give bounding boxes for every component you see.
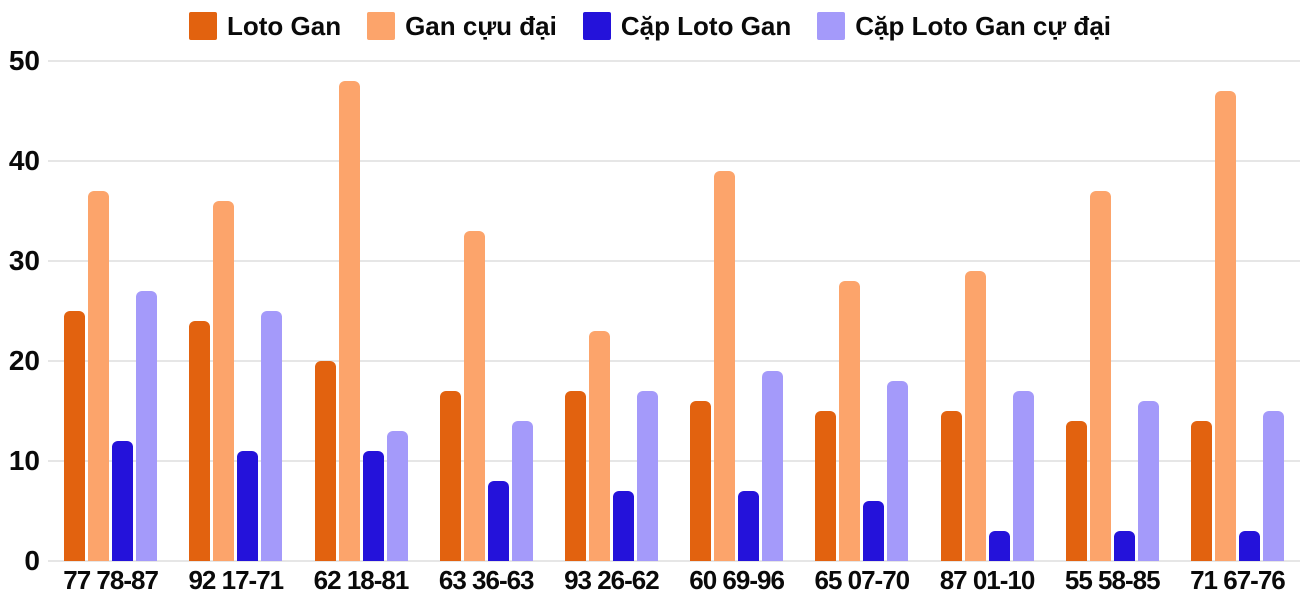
bar[interactable] <box>762 371 784 561</box>
chart-legend: Loto Gan Gan cựu đại Cặp Loto Gan Cặp Loto … <box>0 8 1300 44</box>
legend-label: Cặp Loto Gan cự đại <box>855 10 1111 41</box>
bar[interactable] <box>439 391 461 561</box>
gridline <box>48 160 1300 162</box>
bar-group <box>298 61 423 561</box>
y-axis-tick-label: 30 <box>8 245 40 276</box>
bar-groups <box>48 61 1300 561</box>
bar[interactable] <box>487 481 509 561</box>
bar[interactable] <box>386 431 408 561</box>
bar[interactable] <box>237 451 259 561</box>
x-axis-tick-label: 63 36-63 <box>438 565 535 595</box>
y-axis-tick-label: 10 <box>8 445 40 476</box>
bar[interactable] <box>362 451 384 561</box>
bar-group <box>799 61 924 561</box>
bar-group <box>1175 61 1300 561</box>
bar[interactable] <box>636 391 658 561</box>
bar[interactable] <box>64 311 86 561</box>
bar[interactable] <box>690 401 712 561</box>
plot-area <box>48 60 1300 562</box>
legend-label: Loto Gan <box>226 10 342 41</box>
legend-swatch-icon <box>367 12 396 40</box>
bar-group <box>424 61 549 561</box>
bar[interactable] <box>815 411 837 561</box>
bar[interactable] <box>1012 391 1034 561</box>
bar[interactable] <box>338 81 360 561</box>
bar-group <box>549 61 674 561</box>
bar[interactable] <box>511 421 533 561</box>
gridline <box>48 60 1300 62</box>
bar-group <box>48 61 173 561</box>
bar[interactable] <box>964 271 986 561</box>
legend-swatch-icon <box>582 12 611 40</box>
y-axis-tick-label: 0 <box>24 545 40 576</box>
x-axis-labels: 77 78-87 92 17-71 62 18-81 63 36-63 93 26-62… <box>48 563 1300 597</box>
bar[interactable] <box>1137 401 1159 561</box>
bar-group <box>173 61 298 561</box>
bar[interactable] <box>863 501 885 561</box>
bar[interactable] <box>136 291 158 561</box>
bar[interactable] <box>213 201 235 561</box>
bar[interactable] <box>564 391 586 561</box>
bar[interactable] <box>588 331 610 561</box>
bar-group <box>1050 61 1175 561</box>
bar[interactable] <box>112 441 134 561</box>
bar[interactable] <box>88 191 110 561</box>
bar[interactable] <box>714 171 736 561</box>
legend-label: Cặp Loto Gan <box>620 10 792 41</box>
bar[interactable] <box>738 491 760 561</box>
bar[interactable] <box>314 361 336 561</box>
x-axis-tick-label: 93 26-62 <box>564 565 660 595</box>
legend-swatch-icon <box>817 12 846 40</box>
x-axis-tick-label: 65 07-70 <box>814 565 910 595</box>
x-axis-tick-label: 55 58-85 <box>1064 565 1161 595</box>
x-axis-tick-label: 62 18-81 <box>313 565 410 595</box>
y-axis-tick-label: 50 <box>8 45 40 76</box>
bar[interactable] <box>1238 531 1260 561</box>
bar[interactable] <box>887 381 909 561</box>
bar[interactable] <box>1089 191 1111 561</box>
bar[interactable] <box>1190 421 1212 561</box>
gridline <box>48 360 1300 362</box>
legend-label: Gan cựu đại <box>405 10 557 41</box>
legend-item[interactable]: Loto Gan <box>188 10 342 42</box>
gridline <box>48 460 1300 462</box>
bar[interactable] <box>463 231 485 561</box>
bar[interactable] <box>189 321 211 561</box>
gridline <box>48 560 1300 562</box>
legend-swatch-icon <box>188 12 217 40</box>
bar[interactable] <box>261 311 283 561</box>
y-axis-tick-label: 20 <box>8 345 40 376</box>
legend-item[interactable]: Cặp Loto Gan <box>582 10 792 42</box>
bar[interactable] <box>988 531 1010 561</box>
x-axis-tick-label: 71 67-76 <box>1190 565 1286 595</box>
legend-item[interactable]: Gan cựu đại <box>367 11 557 42</box>
x-axis-tick-label: 60 69-96 <box>689 565 785 595</box>
bar[interactable] <box>1262 411 1284 561</box>
gridline <box>48 260 1300 262</box>
bar-group <box>924 61 1049 561</box>
bar[interactable] <box>1065 421 1087 561</box>
bar[interactable] <box>1214 91 1236 561</box>
x-axis-tick-label: 77 78-87 <box>63 565 159 595</box>
bar[interactable] <box>612 491 634 561</box>
bar[interactable] <box>839 281 861 561</box>
x-axis-tick-label: 87 01-10 <box>939 565 1036 595</box>
legend-item[interactable]: Cặp Loto Gan cự đại <box>817 11 1111 42</box>
bar-group <box>674 61 799 561</box>
x-axis-tick-label: 92 17-71 <box>188 565 284 595</box>
bar[interactable] <box>940 411 962 561</box>
y-axis-tick-label: 40 <box>8 145 40 176</box>
bar[interactable] <box>1113 531 1135 561</box>
